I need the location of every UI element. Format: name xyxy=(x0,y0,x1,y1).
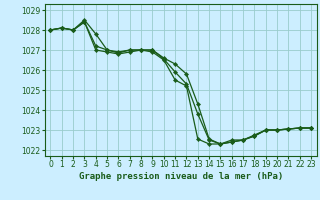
X-axis label: Graphe pression niveau de la mer (hPa): Graphe pression niveau de la mer (hPa) xyxy=(79,172,283,181)
